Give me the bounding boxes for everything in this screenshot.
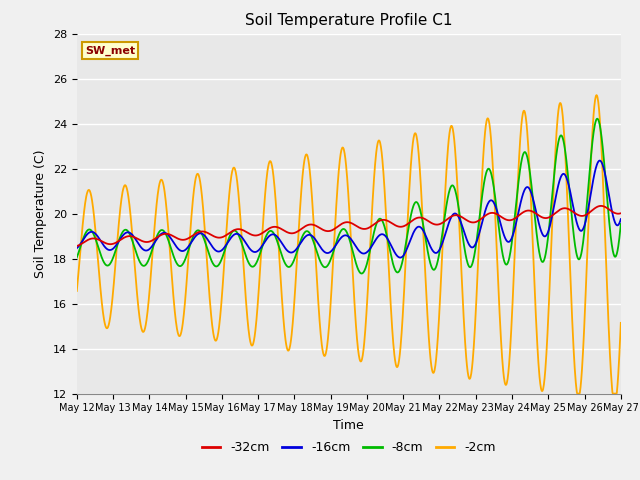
Title: Soil Temperature Profile C1: Soil Temperature Profile C1 [245, 13, 452, 28]
Legend: -32cm, -16cm, -8cm, -2cm: -32cm, -16cm, -8cm, -2cm [196, 436, 501, 459]
X-axis label: Time: Time [333, 419, 364, 432]
Y-axis label: Soil Temperature (C): Soil Temperature (C) [35, 149, 47, 278]
Text: SW_met: SW_met [85, 46, 135, 56]
